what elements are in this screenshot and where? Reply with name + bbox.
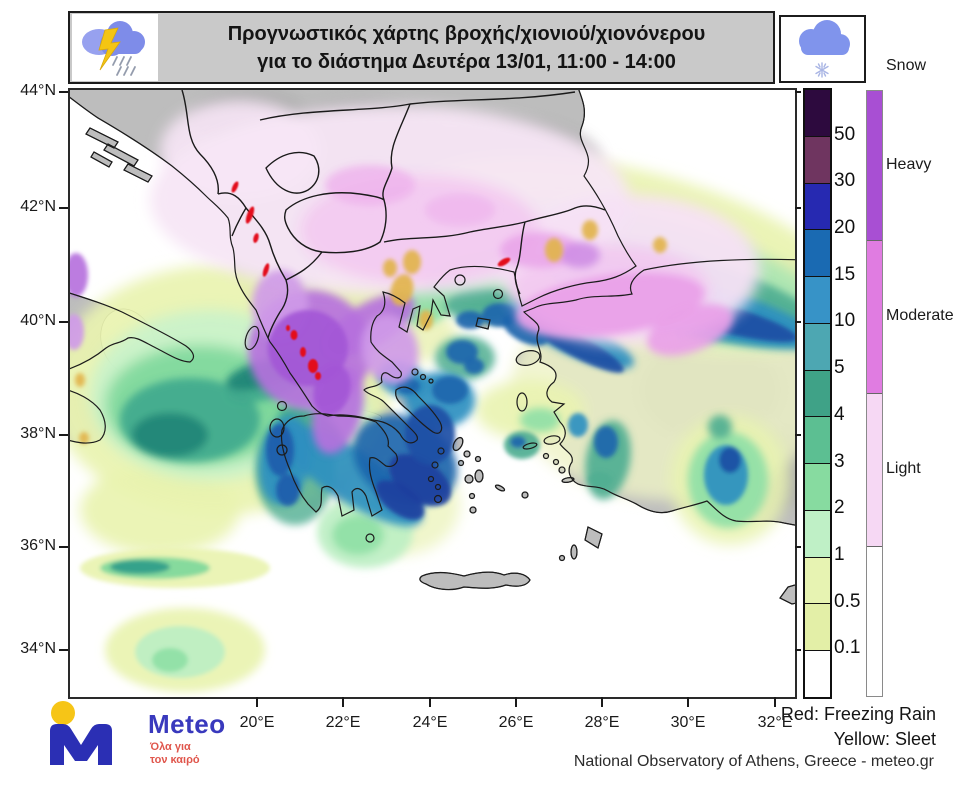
rain-colorbar [803, 88, 832, 699]
meteo-logo-mark [50, 701, 112, 765]
snow-cloud-snowflake-icon [799, 20, 850, 78]
snowflake-glyph [815, 62, 829, 78]
lat-label: 38°N [20, 425, 56, 442]
lon-label: 26°E [498, 714, 534, 731]
rain-scale-segment [805, 509, 830, 557]
map-title-line2: για το διάστημα Δευτέρα 13/01, 11:00 - 1… [257, 51, 676, 73]
rain-scale-value: 1 [834, 543, 845, 565]
axis-tick [774, 697, 776, 707]
rain-scale-value: 50 [834, 123, 856, 145]
axis-tick [59, 91, 68, 93]
rain-scale-segment [805, 369, 830, 417]
snow-colorbar [866, 90, 883, 697]
map-frame [68, 88, 797, 699]
logo-tagline: Όλα για τον καιρό [150, 741, 200, 767]
rain-scale-segment [805, 182, 830, 230]
logo-brand: Meteo [148, 709, 226, 739]
rain-scale-value: 10 [834, 310, 856, 332]
axis-tick [59, 207, 68, 209]
logo-tagline-line1: Όλα για [150, 741, 191, 753]
rain-scale-value: 0.5 [834, 590, 861, 612]
rain-scale-value: 3 [834, 450, 845, 472]
rain-scale-value: 20 [834, 217, 856, 239]
rain-scale-value: 5 [834, 357, 845, 379]
country-borders [181, 90, 606, 339]
lat-label: 36°N [20, 537, 56, 554]
axis-tick [59, 649, 68, 651]
rain-scale-segment [805, 135, 830, 183]
rain-scale-value: 30 [834, 170, 856, 192]
logo-tagline-line2: τον καιρό [150, 754, 200, 766]
lat-label: 44°N [20, 82, 56, 99]
axis-tick [795, 434, 801, 436]
lon-label: 30°E [670, 714, 706, 731]
rain-scale-segment [805, 556, 830, 604]
snow-class-label: Heavy [886, 156, 932, 173]
title-bar: Προγνωστικός χάρτης βροχής/χιονιού/χιονό… [68, 11, 775, 84]
snow-class-label: Light [886, 459, 921, 477]
rain-scale-segment [805, 603, 830, 651]
rain-scale-value: 2 [834, 497, 845, 519]
lon-label: 32°E [757, 714, 793, 731]
storm-icon-box [72, 14, 158, 81]
snow-scale-segment [867, 545, 882, 696]
snow-class-label: Moderate [886, 307, 954, 324]
axis-tick [795, 91, 801, 93]
precipitation-fields [70, 100, 795, 692]
logo-m [50, 724, 112, 765]
axis-tick [59, 321, 68, 323]
forecast-map [70, 90, 795, 697]
rain-scale-value: 15 [834, 263, 856, 285]
axis-tick [795, 321, 801, 323]
rain-scale-segment [805, 650, 830, 697]
lon-label: 28°E [584, 714, 620, 731]
sleet-spots [75, 220, 667, 444]
meteo-logo: Meteo Όλα για τον καιρό [36, 697, 296, 787]
rain-scale-value: 0.1 [834, 637, 861, 659]
axis-tick [795, 649, 801, 651]
rain-scale-segment [805, 322, 830, 370]
lon-label: 24°E [412, 714, 448, 731]
axis-tick [601, 697, 603, 707]
logo-dot [51, 701, 75, 725]
rain-scale-segment [805, 229, 830, 277]
axis-tick [429, 697, 431, 707]
sleet-note: Yellow: Sleet [833, 729, 936, 749]
axis-tick [515, 697, 517, 707]
rain-scale-segment [805, 416, 830, 464]
rain-scale-segment [805, 463, 830, 510]
rain-scale-segment [805, 90, 830, 136]
axis-tick [687, 697, 689, 707]
map-title: Προγνωστικός χάρτης βροχής/χιονιού/χιονό… [165, 20, 768, 76]
axis-tick [795, 546, 801, 548]
snow-icon-box [779, 15, 866, 83]
snow-scale-segment [867, 91, 882, 241]
snow-scale-segment [867, 392, 882, 546]
axis-tick [256, 697, 258, 707]
axis-tick [59, 546, 68, 548]
freezing-rain-spots [231, 181, 511, 380]
snow-scale-title: Snow [886, 57, 927, 74]
lat-label: 42°N [20, 198, 56, 215]
lon-label: 20°E [239, 714, 275, 731]
storm-cloud-lightning-rain-icon [82, 21, 145, 76]
axis-tick [795, 207, 801, 209]
attribution: National Observatory of Athens, Greece -… [573, 753, 934, 770]
lon-label: 22°E [325, 714, 361, 731]
rain-scale-segment [805, 276, 830, 323]
snow-scale-segment [867, 240, 882, 393]
freezing-rain-note: Red: Freezing Rain [780, 704, 936, 724]
lat-label: 34°N [20, 640, 56, 657]
axis-tick [59, 434, 68, 436]
map-title-line1: Προγνωστικός χάρτης βροχής/χιονιού/χιονό… [227, 23, 706, 45]
axis-tick [342, 697, 344, 707]
rain-scale-value: 4 [834, 403, 845, 425]
lat-label: 40°N [20, 312, 56, 329]
